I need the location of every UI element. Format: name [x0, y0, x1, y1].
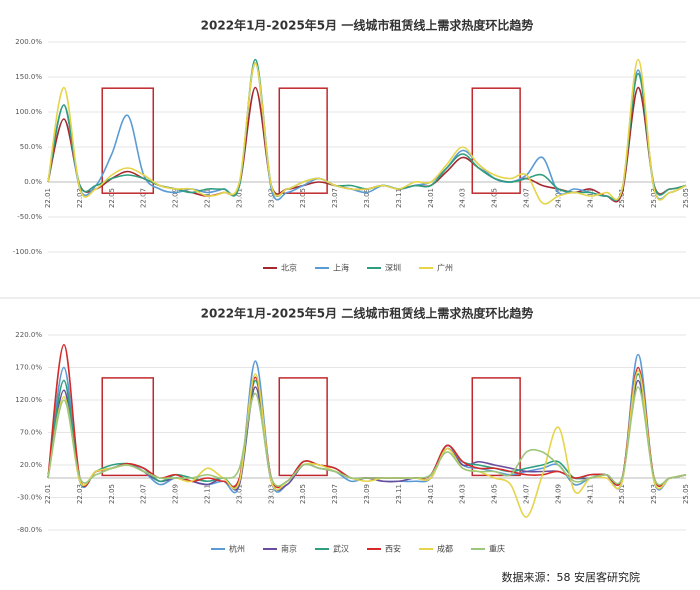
chart-title: 2022年1月-2025年5月 二线城市租赁线上需求热度环比趋势 [201, 306, 534, 321]
y-tick-label: 0.0% [24, 178, 42, 186]
x-tick-label: 25.01 [618, 484, 626, 504]
source-note: 数据来源：58 安居客研究院 [502, 570, 641, 584]
x-tick-label: 24.03 [459, 484, 467, 504]
y-tick-label: 200.0% [15, 38, 42, 46]
x-tick-label: 22.05 [108, 188, 116, 208]
x-tick-label: 22.11 [204, 188, 212, 208]
x-tick-label: 24.11 [586, 484, 594, 504]
highlight-box [278, 87, 328, 194]
highlight-box [471, 87, 521, 194]
x-tick-label: 22.11 [204, 484, 212, 504]
x-tick-label: 23.11 [395, 484, 403, 504]
y-tick-label: 70.0% [20, 429, 43, 437]
legend-label: 南京 [281, 544, 297, 554]
x-tick-label: 23.09 [363, 188, 371, 208]
x-tick-label: 22.09 [172, 188, 180, 208]
y-tick-label: -50.0% [17, 213, 42, 221]
legend-label: 广州 [437, 263, 453, 273]
x-tick-label: 22.03 [76, 484, 84, 504]
legend-label: 成都 [437, 544, 453, 554]
x-tick-label: 24.03 [459, 188, 467, 208]
series-line [47, 58, 687, 205]
x-tick-label: 23.01 [235, 188, 243, 208]
y-tick-label: 150.0% [15, 73, 42, 81]
y-tick-label: 120.0% [15, 396, 42, 404]
x-tick-label: 22.03 [76, 188, 84, 208]
x-tick-label: 23.07 [331, 188, 339, 208]
x-tick-label: 24.09 [554, 484, 562, 504]
highlight-box [471, 377, 521, 477]
legend-label: 杭州 [229, 544, 245, 554]
x-tick-label: 22.07 [140, 484, 148, 504]
y-tick-label: -80.0% [17, 526, 42, 534]
x-tick-label: 23.05 [299, 484, 307, 504]
legend-label: 北京 [281, 263, 297, 273]
legend-label: 深圳 [385, 263, 401, 273]
x-tick-label: 22.05 [108, 484, 116, 504]
highlight-box [278, 377, 328, 477]
x-tick-label: 22.01 [44, 188, 52, 208]
x-tick-label: 24.01 [427, 188, 435, 208]
y-tick-label: 20.0% [20, 461, 43, 469]
x-tick-label: 23.09 [363, 484, 371, 504]
series-line [47, 386, 687, 487]
x-tick-label: 23.03 [267, 484, 275, 504]
x-tick-label: 25.05 [682, 188, 690, 208]
x-tick-label: 25.03 [650, 188, 658, 208]
y-tick-label: 50.0% [20, 143, 43, 151]
x-tick-label: 23.07 [331, 484, 339, 504]
y-tick-label: -30.0% [17, 494, 42, 502]
legend-label: 西安 [385, 544, 401, 554]
x-tick-label: 25.03 [650, 484, 658, 504]
y-tick-label: -100.0% [13, 248, 43, 256]
highlight-box [101, 377, 155, 477]
x-tick-label: 23.11 [395, 188, 403, 208]
x-tick-label: 24.01 [427, 484, 435, 504]
x-tick-label: 24.07 [523, 188, 531, 208]
legend-label: 武汉 [333, 544, 349, 554]
y-tick-label: 220.0% [15, 331, 42, 339]
x-tick-label: 22.01 [44, 484, 52, 504]
x-tick-label: 24.07 [523, 484, 531, 504]
x-tick-label: 23.03 [267, 188, 275, 208]
x-tick-label: 22.09 [172, 484, 180, 504]
legend-label: 重庆 [489, 544, 505, 554]
chart-title: 2022年1月-2025年5月 一线城市租赁线上需求热度环比趋势 [201, 18, 534, 33]
y-tick-label: 100.0% [15, 108, 42, 116]
x-tick-label: 22.07 [140, 188, 148, 208]
x-tick-label: 24.05 [491, 188, 499, 208]
x-tick-label: 24.09 [554, 188, 562, 208]
x-tick-label: 24.05 [491, 484, 499, 504]
y-tick-label: 170.0% [15, 364, 42, 372]
legend-label: 上海 [333, 263, 349, 273]
x-tick-label: 23.01 [235, 484, 243, 504]
x-tick-label: 25.05 [682, 484, 690, 504]
x-tick-label: 24.11 [586, 188, 594, 208]
x-tick-label: 23.05 [299, 188, 307, 208]
x-tick-label: 25.01 [618, 188, 626, 208]
highlight-box [101, 87, 155, 194]
